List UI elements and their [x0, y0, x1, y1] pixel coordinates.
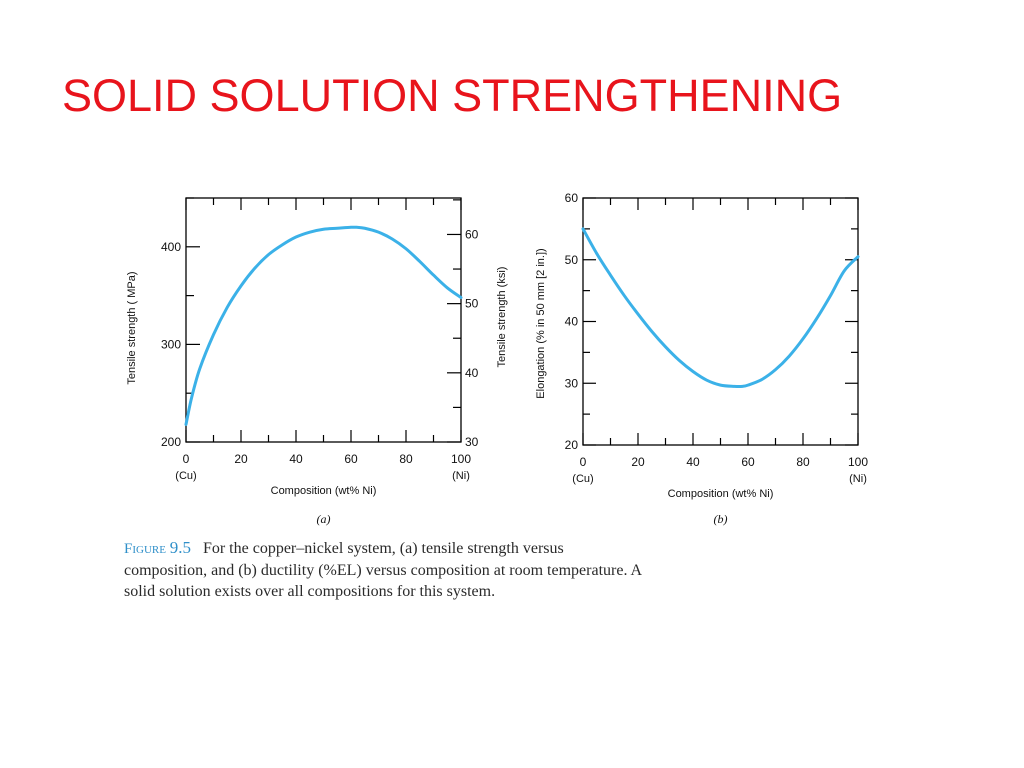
panel-b-y-tick-label: 30	[565, 376, 579, 390]
panel-a-y2-axis-label: Tensile strength (ksi)	[496, 267, 508, 368]
panel-a-x-tick-label: 20	[234, 452, 248, 466]
panel-b-y-tick-label: 50	[565, 253, 579, 267]
panel-b-y-tick-label: 20	[565, 438, 579, 452]
panel-b-y-axis-label: Elongation (% in 50 mm [2 in.])	[535, 248, 547, 398]
panel-a-x-end-label-cu: (Cu)	[175, 470, 196, 482]
panel-a-y-axis-label: Tensile strength ( MPa)	[126, 271, 138, 384]
panel-a-panel-label: (a)	[317, 512, 331, 526]
panel-a-x-tick-label: 100	[451, 452, 471, 466]
panel-a-series-line-0	[184, 225, 463, 426]
panel-b-panel-label: (b)	[714, 512, 728, 526]
slide-title: SOLID SOLUTION STRENGTHENING	[62, 70, 843, 121]
figure-number: 9.5	[169, 538, 191, 557]
panel-b-x-tick-label: 80	[796, 455, 810, 469]
panel-a-x-tick-label: 80	[399, 452, 413, 466]
caption-line-1: Figure 9.5 For the copper–nickel system, …	[124, 537, 824, 560]
caption-line-2: composition, and (b) ductility (%EL) ver…	[124, 562, 643, 579]
panel-a-y2-tick-label: 60	[465, 227, 479, 241]
panel-a-y-tick-label: 400	[161, 240, 181, 254]
panel-b-x-tick-label: 100	[848, 455, 868, 469]
panel-a-x-axis-label: Composition (wt% Ni)	[271, 485, 377, 497]
panel-a-x-end-label-ni: (Ni)	[452, 470, 470, 482]
panel-b-x-tick-label: 60	[741, 455, 755, 469]
panel-a-plot-frame	[185, 197, 462, 443]
panel-b-x-tick-label: 0	[580, 455, 587, 469]
caption-line-3: solid solution exists over all compositi…	[124, 583, 496, 600]
panel-a-x-tick-label: 60	[344, 452, 358, 466]
caption-text-1: For the copper–nickel system, (a) tensil…	[202, 540, 564, 557]
panel-a-y2-tick-label: 30	[465, 435, 479, 449]
figure-label: Figure 9.5	[124, 538, 191, 557]
panel-b-plot-frame	[582, 197, 859, 446]
panel-b-x-tick-label: 20	[631, 455, 645, 469]
panel-b-series-line-0	[581, 227, 860, 388]
panel-a-x-tick-label: 0	[183, 452, 190, 466]
panel-a-y-tick-label: 300	[161, 337, 181, 351]
panel-a-y-tick-label: 200	[161, 435, 181, 449]
panel-b-x-end-label-ni: (Ni)	[849, 473, 867, 485]
panel-a-y2-tick-label: 40	[465, 366, 479, 380]
panel-b-x-end-label-cu: (Cu)	[572, 473, 593, 485]
panel-b-y-tick-label: 60	[565, 191, 579, 205]
figure-caption: Figure 9.5 For the copper–nickel system, …	[124, 537, 824, 602]
panel-b-x-axis-label: Composition (wt% Ni)	[668, 488, 774, 500]
panel-b-x-tick-label: 40	[686, 455, 700, 469]
panel-a-x-tick-label: 40	[289, 452, 303, 466]
panel-a-y2-tick-label: 50	[465, 297, 479, 311]
figure-word: Figure	[124, 541, 166, 557]
panel-b-y-tick-label: 40	[565, 315, 579, 329]
